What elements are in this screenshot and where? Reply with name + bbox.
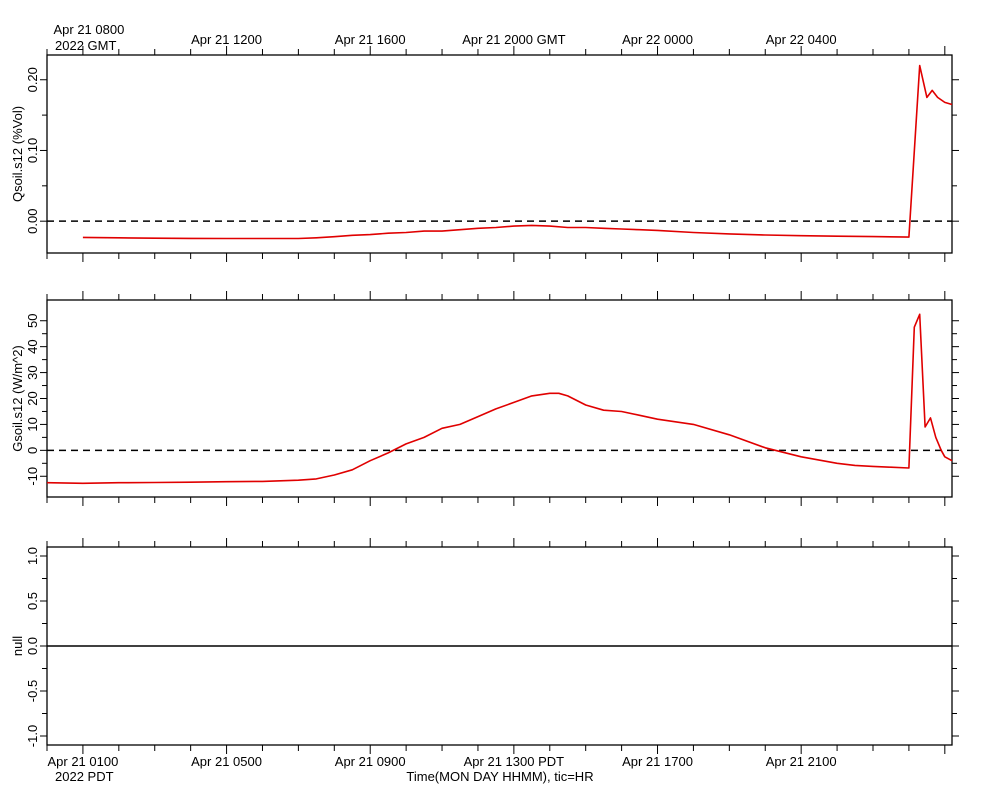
x-axis-label: Time(MON DAY HHMM), tic=HR bbox=[406, 769, 593, 784]
plot-frame bbox=[46, 54, 953, 254]
top-time-label: Apr 22 0400 bbox=[766, 32, 837, 47]
top-time-label: Apr 21 1200 bbox=[191, 32, 262, 47]
y-tick-label: 10 bbox=[25, 417, 40, 431]
bottom-time-label: Apr 21 2100 bbox=[766, 754, 837, 769]
top-time-label-year: 2022 GMT bbox=[55, 38, 116, 53]
y-axis-label: Qsoil.s12 (%Vol) bbox=[10, 106, 25, 202]
y-tick-label: -1.0 bbox=[25, 725, 40, 747]
bottom-time-label-year: 2022 PDT bbox=[55, 769, 114, 784]
bottom-time-label: Apr 21 0900 bbox=[335, 754, 406, 769]
y-tick-label: 0 bbox=[25, 447, 40, 454]
y-tick-label: 0.10 bbox=[25, 138, 40, 163]
top-time-label: Apr 21 2000 GMT bbox=[462, 32, 565, 47]
y-tick-label: 0.00 bbox=[25, 209, 40, 234]
y-tick-label: 0.5 bbox=[25, 592, 40, 610]
y-tick-label: 40 bbox=[25, 339, 40, 353]
y-tick-label: 50 bbox=[25, 314, 40, 328]
series-line bbox=[46, 313, 953, 485]
y-tick-label: 0.20 bbox=[25, 67, 40, 92]
y-tick-label: 1.0 bbox=[25, 547, 40, 565]
y-tick-label: 0.0 bbox=[25, 637, 40, 655]
series-line bbox=[82, 64, 953, 240]
y-axis-label: Gsoil.s12 (W/m^2) bbox=[10, 345, 25, 452]
top-time-label: Apr 22 0000 bbox=[622, 32, 693, 47]
top-time-label: Apr 21 1600 bbox=[335, 32, 406, 47]
y-tick-label: 20 bbox=[25, 391, 40, 405]
y-tick-label: 30 bbox=[25, 365, 40, 379]
bottom-time-label: Apr 21 0500 bbox=[191, 754, 262, 769]
bottom-time-label: Apr 21 0100 bbox=[47, 754, 118, 769]
plot-frame bbox=[46, 299, 953, 498]
y-tick-label: -0.5 bbox=[25, 680, 40, 702]
bottom-time-label: Apr 21 1300 PDT bbox=[464, 754, 565, 769]
y-axis-label: null bbox=[10, 636, 25, 656]
y-tick-label: -10 bbox=[25, 467, 40, 486]
bottom-time-label: Apr 21 1700 bbox=[622, 754, 693, 769]
top-time-label: Apr 21 0800 bbox=[53, 22, 124, 37]
